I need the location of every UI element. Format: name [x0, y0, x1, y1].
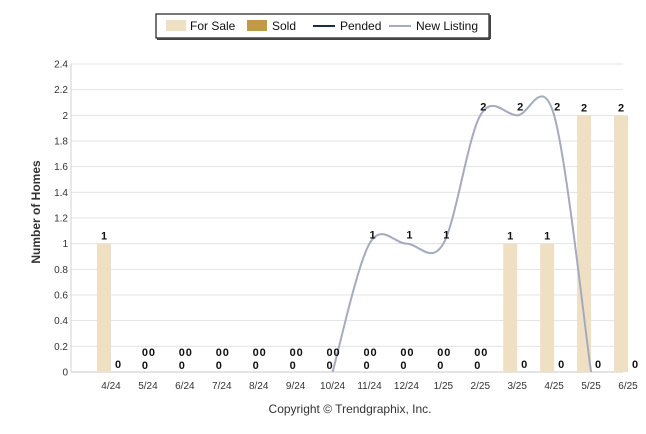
y-tick-label: 2	[62, 111, 68, 122]
data-label-sold: 0	[115, 359, 121, 371]
data-label-for-sale: 0	[437, 347, 443, 359]
data-label-sold: 0	[558, 359, 564, 371]
data-label-pended: 0	[400, 360, 406, 372]
x-tick-label: 8/24	[249, 381, 269, 392]
x-tick-label: 5/24	[138, 381, 158, 392]
data-label-for-sale: 2	[618, 102, 624, 114]
data-label-for-sale: 0	[142, 347, 148, 359]
data-label-sold: 0	[481, 347, 487, 359]
data-label-for-sale: 0	[363, 347, 369, 359]
x-tick-label: 4/25	[544, 381, 564, 392]
copyright-text: Copyright © Trendgraphix, Inc.	[269, 402, 432, 416]
lines	[331, 95, 593, 373]
data-label-sold: 0	[297, 347, 303, 359]
data-label-sold: 0	[186, 347, 192, 359]
data-label-new-listing: 1	[443, 230, 449, 242]
data-label-new-listing: 1	[369, 230, 375, 242]
data-label-sold: 0	[407, 347, 413, 359]
bar-for-sale	[97, 243, 111, 372]
data-label-for-sale: 1	[101, 231, 107, 243]
data-label-sold: 0	[370, 347, 376, 359]
data-label-pended: 0	[142, 360, 148, 372]
legend-swatch	[166, 20, 186, 31]
data-label-pended: 0	[253, 360, 259, 372]
bar-for-sale	[577, 115, 592, 372]
y-tick-label: 1.4	[54, 188, 68, 199]
x-tick-label: 3/25	[507, 381, 527, 392]
y-axis-label: Number of Homes	[29, 160, 43, 264]
x-tick-label: 6/24	[175, 381, 195, 392]
bar-for-sale	[503, 243, 518, 372]
data-label-sold: 0	[334, 347, 340, 359]
gridlines	[70, 63, 623, 373]
x-tick-label: 10/24	[320, 381, 345, 392]
data-label-for-sale: 0	[179, 347, 185, 359]
y-tick-label: 1.8	[54, 137, 68, 148]
data-label-pended: 0	[290, 360, 296, 372]
data-label-for-sale: 2	[581, 102, 587, 114]
data-label-sold: 0	[521, 359, 527, 371]
y-tick-label: 1.2	[54, 214, 68, 225]
y-tick-label: 0.4	[54, 316, 68, 327]
bar-for-sale	[614, 115, 628, 372]
x-tick-label: 5/25	[581, 381, 601, 392]
bar-for-sale	[540, 243, 555, 372]
y-tick-label: 0.2	[54, 342, 68, 353]
data-label-new-listing: 2	[554, 101, 560, 113]
x-tick-label: 2/25	[471, 381, 491, 392]
x-axis-ticks: 4/24 5/24 6/24 7/24 8/24 9/24 10/24 11/24 12/24 1…	[101, 381, 638, 392]
data-label-pended: 0	[363, 360, 369, 372]
legend-label: New Listing	[416, 19, 478, 33]
x-tick-label: 11/24	[357, 381, 382, 392]
data-label-for-sale: 0	[400, 347, 406, 359]
y-tick-label: 2.2	[54, 85, 68, 96]
legend-label: Pended	[340, 19, 381, 33]
data-label-pended: 0	[216, 360, 222, 372]
data-label-for-sale: 0	[253, 347, 259, 359]
y-tick-label: 1	[62, 239, 68, 250]
bars	[97, 115, 628, 372]
data-label-sold: 0	[595, 359, 601, 371]
line-new-listing	[331, 95, 593, 373]
data-label-new-listing: 1	[406, 230, 412, 242]
x-tick-label: 9/24	[286, 381, 306, 392]
legend-swatch	[247, 20, 267, 31]
data-label-new-listing: 2	[480, 101, 486, 113]
data-label-sold: 0	[149, 347, 155, 359]
x-tick-label: 1/25	[434, 381, 454, 392]
data-label-sold: 0	[444, 347, 450, 359]
data-label-sold: 0	[260, 347, 266, 359]
data-label-for-sale: 0	[474, 347, 480, 359]
data-label-pended: 0	[437, 360, 443, 372]
y-tick-label: 2.4	[54, 60, 68, 71]
data-label-for-sale: 0	[290, 347, 296, 359]
x-tick-label: 4/24	[101, 381, 121, 392]
data-label-new-listing: 2	[517, 101, 523, 113]
data-label-sold: 0	[632, 359, 638, 371]
data-label-pended: 0	[327, 360, 333, 372]
data-label-pended: 0	[179, 360, 185, 372]
data-label-for-sale: 1	[544, 231, 550, 243]
x-tick-label: 6/25	[618, 381, 638, 392]
x-tick-label: 7/24	[212, 381, 232, 392]
y-tick-label: 0.8	[54, 265, 68, 276]
legend-label: Sold	[272, 19, 296, 33]
legend: For Sale Sold Pended New Listing	[155, 13, 491, 40]
y-tick-label: 0	[62, 368, 68, 379]
data-label-for-sale: 0	[327, 347, 333, 359]
y-axis-ticks: 0 0.2 0.4 0.6 0.8 1 1.2 1.4 1.6 1.8 2 2.2 2.4	[54, 60, 68, 379]
data-label-sold: 0	[223, 347, 229, 359]
y-tick-label: 1.6	[54, 162, 68, 173]
x-tick-label: 12/24	[394, 381, 419, 392]
data-label-for-sale: 0	[216, 347, 222, 359]
data-label-pended: 0	[474, 360, 480, 372]
legend-label: For Sale	[190, 19, 236, 33]
y-tick-label: 0.6	[54, 291, 68, 302]
data-label-for-sale: 1	[507, 231, 513, 243]
